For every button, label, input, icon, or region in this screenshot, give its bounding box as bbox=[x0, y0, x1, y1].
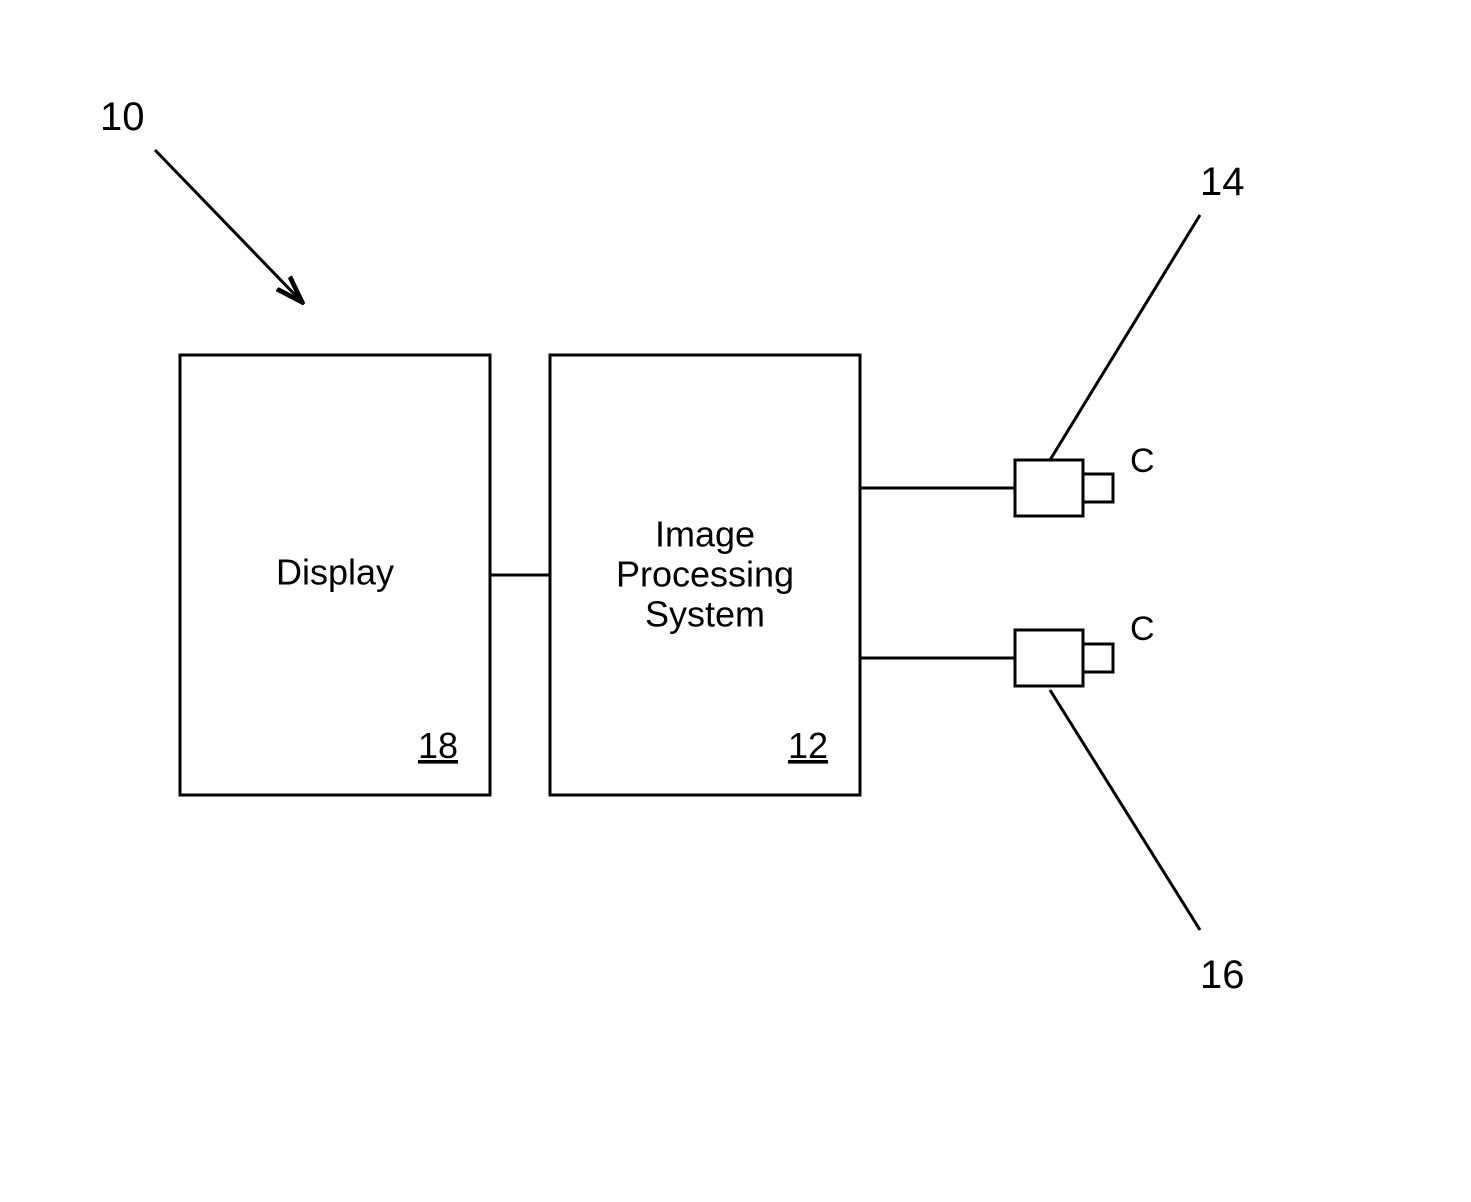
display-ref: 18 bbox=[418, 725, 458, 766]
arrow-10 bbox=[155, 150, 300, 300]
camera-1-lens bbox=[1083, 474, 1113, 502]
ips-label-line2: Processing bbox=[616, 554, 794, 595]
block-diagram: 10 Display 18 Image Processing System 12… bbox=[0, 0, 1471, 1202]
camera-2-body bbox=[1015, 630, 1083, 686]
pointer-14 bbox=[1050, 215, 1200, 460]
ref-label-14: 14 bbox=[1200, 160, 1245, 204]
ips-label-line3: System bbox=[645, 594, 765, 635]
camera-1-body bbox=[1015, 460, 1083, 516]
ref-label-10: 10 bbox=[100, 95, 145, 139]
ref-label-16: 16 bbox=[1200, 953, 1245, 997]
camera-1-glyph: C bbox=[1130, 442, 1155, 480]
ips-ref: 12 bbox=[788, 725, 828, 766]
ips-label-line1: Image bbox=[655, 514, 755, 555]
pointer-16 bbox=[1050, 690, 1200, 930]
camera-2-glyph: C bbox=[1130, 610, 1155, 648]
display-label: Display bbox=[276, 552, 394, 593]
camera-2-lens bbox=[1083, 644, 1113, 672]
